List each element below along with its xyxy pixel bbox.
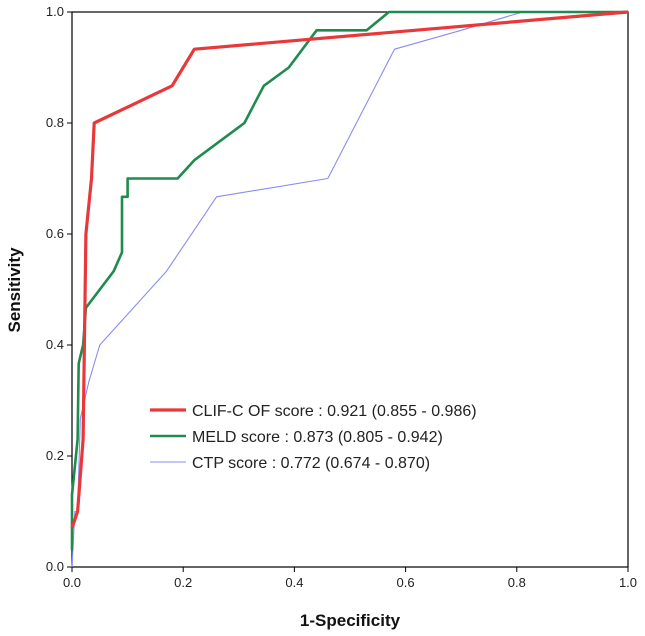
series-lines: [70, 10, 629, 568]
legend-label-0: CLIF-C OF score : 0.921 (0.855 - 0.986): [192, 403, 477, 420]
y-tick-label: 0.2: [46, 448, 64, 463]
x-tick-label: 1.0: [619, 575, 637, 590]
series-line-0: [70, 10, 629, 529]
x-tick-label: 0.8: [508, 575, 526, 590]
legend-label-1: MELD score : 0.873 (0.805 - 0.942): [192, 429, 443, 446]
x-tick-label: 0.4: [285, 575, 303, 590]
y-tick-label: 0.0: [46, 559, 64, 574]
x-tick-label: 0.2: [174, 575, 192, 590]
legend-label-2: CTP score : 0.772 (0.674 - 0.870): [192, 455, 430, 472]
y-axis-ticks: 0.0 0.2 0.4 0.6 0.8 1.0: [46, 4, 72, 574]
y-axis-title: Sensitivity: [5, 247, 24, 333]
y-tick-label: 0.6: [46, 226, 64, 241]
x-tick-label: 0.0: [63, 575, 81, 590]
series-line-1: [70, 10, 628, 551]
y-tick-label: 0.8: [46, 115, 64, 130]
y-tick-label: 0.4: [46, 337, 64, 352]
x-axis-ticks: 0.0 0.2 0.4 0.6 0.8 1.0: [63, 567, 637, 590]
x-tick-label: 0.6: [397, 575, 415, 590]
plot-area: [71, 11, 629, 568]
x-axis-title: 1-Specificity: [300, 611, 401, 630]
y-tick-label: 1.0: [46, 4, 64, 19]
legend: CLIF-C OF score : 0.921 (0.855 - 0.986) M…: [150, 403, 477, 472]
